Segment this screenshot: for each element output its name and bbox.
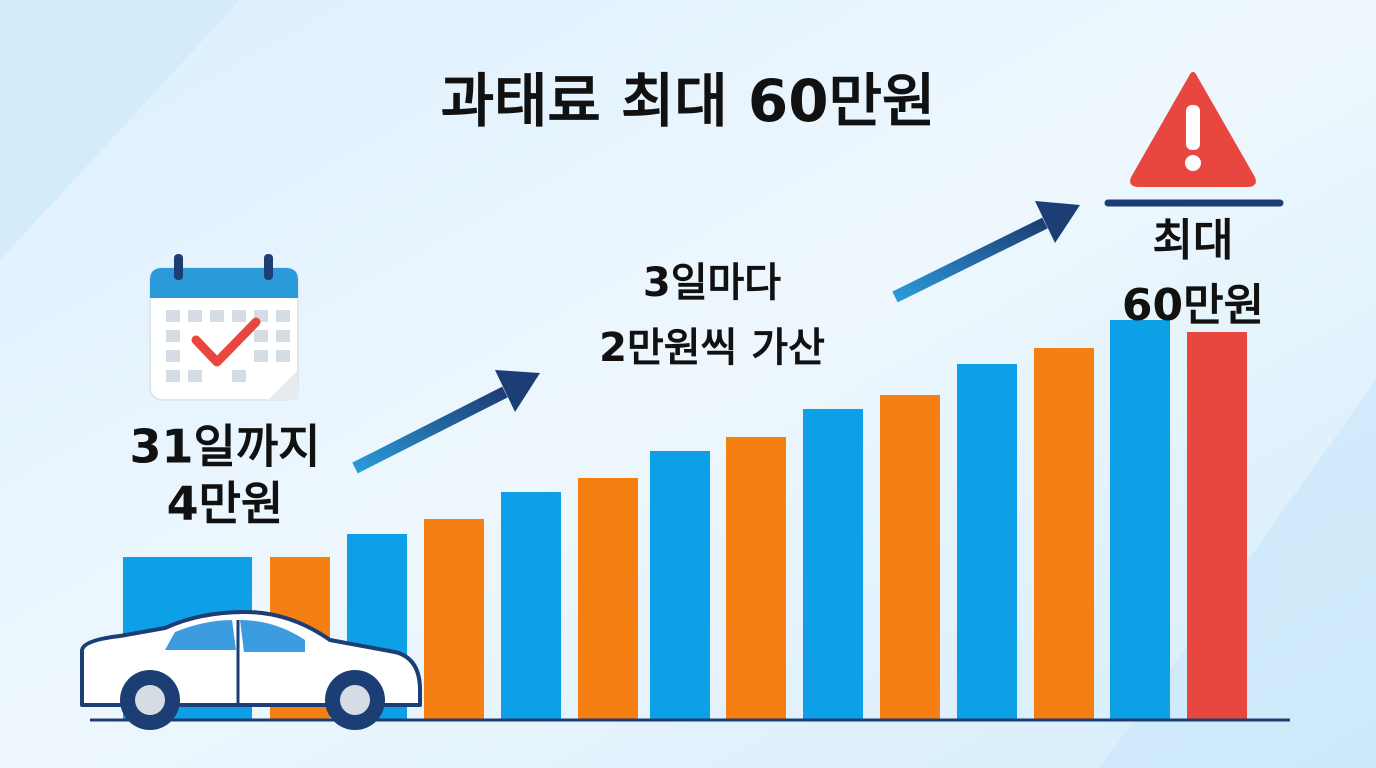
bar [1034, 348, 1094, 720]
step-label: 3일마다 [643, 260, 781, 306]
car-illustration [80, 610, 422, 730]
max-label: 최대 [1153, 215, 1234, 266]
start-label: 31일까지 [130, 420, 321, 474]
bar [803, 409, 863, 720]
arrow [892, 201, 1080, 303]
bar [501, 492, 561, 720]
bar [650, 451, 710, 720]
bar [1110, 320, 1170, 720]
bar [957, 364, 1017, 720]
bar [880, 395, 940, 720]
max-label: 60만원 [1122, 280, 1264, 331]
title: 과태료 최대 60만원 [441, 67, 936, 135]
calendar-icon [149, 254, 299, 401]
bar [726, 437, 786, 720]
arrow [352, 370, 540, 474]
step-label: 2만원씩 가산 [599, 325, 825, 371]
bar [424, 519, 484, 720]
start-label: 4만원 [167, 477, 284, 531]
bar [1187, 332, 1247, 720]
bar [578, 478, 638, 720]
bg-shape [0, 0, 240, 260]
warning-icon [1104, 72, 1284, 207]
